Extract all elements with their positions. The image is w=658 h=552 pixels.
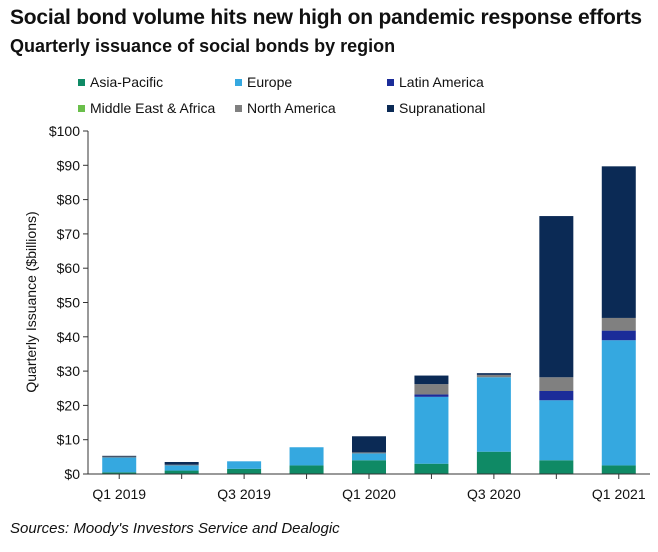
- bar-segment: [476, 377, 511, 452]
- y-axis-title: Quarterly Issuance ($billions): [23, 211, 39, 392]
- bar-segment: [102, 457, 137, 473]
- legend-item-latin-america: Latin America: [387, 74, 484, 90]
- y-tick-label: $0: [64, 466, 80, 482]
- y-tick-label: $90: [57, 157, 81, 173]
- legend-swatch-asia-pacific: [78, 78, 85, 86]
- bar-segment: [601, 166, 636, 318]
- bar-segment: [601, 317, 636, 331]
- legend-label-middle-east-africa: Middle East & Africa: [90, 100, 216, 116]
- bar-segment: [164, 464, 199, 466]
- y-tick-label: $80: [57, 192, 81, 208]
- y-tick-label: $30: [57, 363, 81, 379]
- bar-stack: [227, 461, 262, 474]
- bar-stack: [352, 436, 386, 474]
- legend-item-asia-pacific: Asia-Pacific: [78, 74, 163, 90]
- bar-segment: [414, 396, 449, 464]
- legend-swatch-europe: [235, 78, 242, 86]
- bars: [102, 166, 636, 474]
- legend-label-north-america: North America: [247, 100, 336, 116]
- bar-segment: [539, 400, 574, 461]
- bar-segment: [289, 447, 324, 466]
- bar-segment: [414, 463, 449, 474]
- legend-item-north-america: North America: [235, 100, 336, 116]
- bar-stack: [289, 447, 324, 474]
- y-tick-label: $100: [49, 123, 80, 139]
- bar-segment: [539, 460, 574, 474]
- x-tick-label: Q3 2019: [217, 486, 271, 502]
- legend-label-latin-america: Latin America: [399, 74, 484, 90]
- x-tick-label: Q1 2021: [592, 486, 646, 502]
- bar-segment: [414, 394, 449, 397]
- x-tick-label: Q1 2019: [92, 486, 146, 502]
- x-axis: Q1 2019 Q3 2019 Q1 2020 Q3 2020 Q1 2021: [88, 473, 650, 502]
- bar-segment: [414, 384, 449, 395]
- bar-segment: [539, 216, 574, 378]
- y-axis: $0 $10 $20 $30 $40 $50 $60 $70 $80 $90 $100: [49, 123, 89, 482]
- legend-item-supranational: Supranational: [387, 100, 485, 116]
- bar-segment: [352, 460, 386, 474]
- legend-label-supranational: Supranational: [399, 100, 486, 116]
- bar-stack: [164, 461, 199, 474]
- chart-title: Social bond volume hits new high on pand…: [10, 6, 642, 29]
- stacked-bar-chart: $0 $10 $20 $30 $40 $50 $60 $70 $80 $90 $100 Q1 201…: [23, 123, 650, 502]
- legend-label-europe: Europe: [247, 74, 293, 90]
- bar-segment: [352, 436, 386, 453]
- bar-segment: [289, 465, 324, 474]
- bar-segment: [102, 472, 137, 474]
- bar-segment: [476, 451, 511, 474]
- bar-segment: [164, 470, 199, 474]
- legend-swatch-supranational: [387, 104, 394, 112]
- bar-segment: [102, 455, 137, 457]
- bar-segment: [601, 465, 636, 474]
- y-tick-label: $60: [57, 260, 81, 276]
- legend-label-asia-pacific: Asia-Pacific: [90, 74, 164, 90]
- x-tick-label: Q3 2020: [467, 486, 521, 502]
- y-tick-label: $10: [57, 432, 81, 448]
- legend-swatch-latin-america: [387, 78, 394, 86]
- bar-segment: [164, 461, 199, 465]
- y-tick-label: $40: [57, 329, 81, 345]
- bar-segment: [601, 330, 636, 341]
- y-tick-label: $20: [57, 397, 81, 413]
- bar-segment: [601, 340, 636, 466]
- x-tick-label: Q1 2020: [342, 486, 396, 502]
- bar-segment: [102, 456, 137, 458]
- legend-swatch-middle-east-africa: [78, 104, 85, 112]
- bar-segment: [227, 468, 262, 474]
- bar-stack: [476, 373, 511, 474]
- bar-segment: [164, 465, 199, 471]
- y-tick-label: $50: [57, 295, 81, 311]
- legend-swatch-north-america: [235, 104, 242, 112]
- bar-stack: [414, 375, 449, 474]
- bar-segment: [352, 453, 386, 461]
- legend-item-middle-east-africa: Middle East & Africa: [78, 100, 215, 116]
- legend-item-europe: Europe: [235, 74, 292, 90]
- y-tick-label: $70: [57, 226, 81, 242]
- bar-segment: [352, 452, 386, 454]
- bar-segment: [414, 375, 449, 385]
- bar-stack: [102, 455, 137, 474]
- bar-segment: [227, 461, 262, 469]
- bar-segment: [539, 390, 574, 401]
- bar-stack: [539, 216, 574, 474]
- bar-stack: [601, 166, 636, 474]
- bar-segment: [476, 374, 511, 378]
- chart-subtitle: Quarterly issuance of social bonds by re…: [10, 36, 396, 56]
- source-note: Sources: Moody's Investors Service and D…: [10, 520, 340, 537]
- bar-segment: [476, 373, 511, 375]
- bar-segment: [539, 377, 574, 391]
